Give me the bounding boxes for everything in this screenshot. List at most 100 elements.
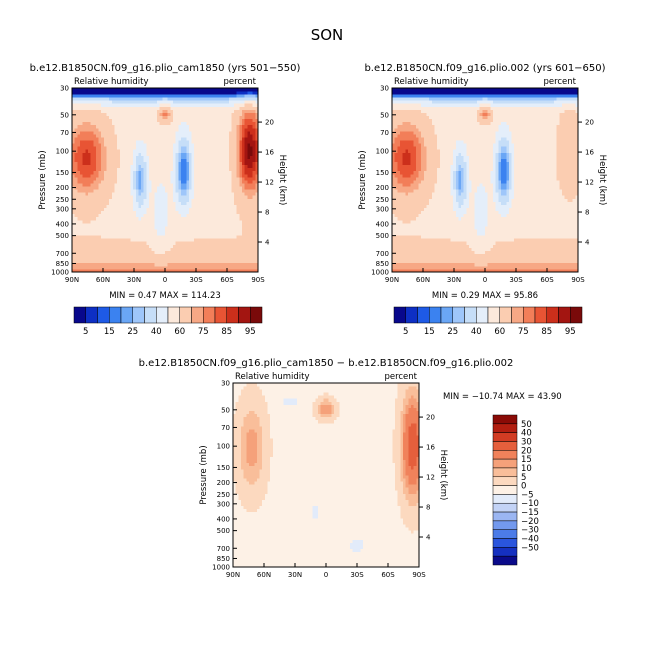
colorbar-swatch <box>558 306 571 324</box>
height-tick-label: 4 <box>426 534 431 542</box>
ytick-label: 500 <box>56 232 69 240</box>
xtick-label: 60N <box>96 276 110 284</box>
height-tick-label: 16 <box>426 444 435 452</box>
ytick-label: 150 <box>376 169 389 177</box>
colorbar-label: 30 <box>521 437 532 447</box>
colorbar-swatch <box>492 547 518 557</box>
xtick-label: 90N <box>385 276 399 284</box>
colorbar-label: 10 <box>521 464 532 474</box>
colorbar-label: 25 <box>447 327 458 337</box>
ytick-label: 850 <box>217 555 230 563</box>
colorbar-label: 15 <box>424 327 435 337</box>
ytick-label: 1000 <box>51 269 69 277</box>
ytick-label: 70 <box>221 424 230 432</box>
xtick-label: 90S <box>412 571 426 579</box>
height-tick-label: 12 <box>585 179 594 187</box>
colorbar-label: −10 <box>521 499 539 509</box>
ytick-label: 700 <box>56 250 69 258</box>
colorbar-label: −30 <box>521 526 539 536</box>
colorbar-swatch <box>85 306 98 324</box>
ytick-label: 1000 <box>371 269 389 277</box>
colorbar-swatch <box>492 529 518 539</box>
right-label-1: percent <box>543 77 576 87</box>
ytick-label: 70 <box>380 129 389 137</box>
ylabel-1: Pressure (mb) <box>358 150 368 209</box>
colorbar-swatch <box>534 306 547 324</box>
left-label-0: Relative humidity <box>74 77 149 87</box>
height-tick-label: 4 <box>585 239 590 247</box>
panel-2: 90N 60N 30N 0 30S 60S 90S100085070050040030025… <box>139 358 562 579</box>
ytick-label: 100 <box>56 148 69 156</box>
colorbar-swatch <box>109 306 122 324</box>
colorbar-swatch <box>492 458 518 469</box>
panel-title-2: b.e12.B1850CN.f09_g16.plio_cam1850 − b.e… <box>139 358 514 369</box>
colorbar-swatch <box>492 476 518 486</box>
colorbar-label: 40 <box>471 327 482 337</box>
colorbar-label: 40 <box>521 429 532 439</box>
colorbar-swatch <box>120 306 133 324</box>
colorbar-label: 15 <box>104 327 115 337</box>
xtick-label: 0 <box>163 276 167 284</box>
ytick-label: 850 <box>376 260 389 268</box>
ytick-label: 200 <box>376 184 389 192</box>
ytick-label: 200 <box>56 184 69 192</box>
ytick-label: 250 <box>376 196 389 204</box>
ytick-label: 700 <box>376 250 389 258</box>
height-tick-label: 16 <box>585 149 594 157</box>
contour-field-0 <box>72 88 259 273</box>
colorbar-swatch <box>226 306 239 324</box>
xtick-label: 90S <box>251 276 265 284</box>
xtick-label: 30N <box>288 571 302 579</box>
ytick-label: 50 <box>380 111 389 119</box>
colorbar-swatch <box>492 494 518 504</box>
colorbar-swatch <box>492 441 518 451</box>
ytick-label: 850 <box>56 260 69 268</box>
xtick-label: 0 <box>324 571 328 579</box>
ytick-label: 400 <box>56 220 69 228</box>
xtick-label: 60N <box>257 571 271 579</box>
colorbar-swatch <box>191 306 204 324</box>
ylabel-right-1: Height (km) <box>597 155 607 206</box>
panel-0: 90N 60N 30N 0 30S 60S 90S100085070050040030025… <box>30 63 301 337</box>
colorbar-swatch <box>132 306 145 324</box>
colorbar-swatch <box>97 306 110 324</box>
xtick-label: 30S <box>189 276 203 284</box>
colorbar-swatch <box>492 511 518 522</box>
height-tick-label: 4 <box>265 239 270 247</box>
colorbar-label: 95 <box>565 327 576 337</box>
xtick-label: 0 <box>483 276 487 284</box>
ytick-label: 400 <box>376 220 389 228</box>
colorbar-label: 25 <box>127 327 138 337</box>
ytick-label: 200 <box>217 479 230 487</box>
height-tick-label: 16 <box>265 149 274 157</box>
stats-2: MIN = −10.74 MAX = 43.90 <box>443 392 562 402</box>
colorbar-label: −40 <box>521 535 539 545</box>
colorbar-label: 5 <box>83 327 88 337</box>
ytick-label: 50 <box>60 111 69 119</box>
colorbar-label: −5 <box>521 490 534 500</box>
xtick-label: 60S <box>381 571 395 579</box>
colorbar-swatch <box>238 306 251 324</box>
xtick-label: 30N <box>447 276 461 284</box>
ytick-label: 300 <box>376 205 389 213</box>
ytick-label: 100 <box>217 443 230 451</box>
colorbar-label: 60 <box>174 327 185 337</box>
height-tick-label: 12 <box>426 474 435 482</box>
contour-field-1 <box>392 88 579 273</box>
colorbar-swatch <box>214 306 227 324</box>
colorbar-swatch <box>156 306 169 324</box>
height-tick-label: 12 <box>265 179 274 187</box>
panel-1: 90N 60N 30N 0 30S 60S 90S100085070050040030025… <box>358 63 607 337</box>
colorbar-swatch <box>417 306 430 324</box>
colorbar-label: 60 <box>494 327 505 337</box>
colorbar-swatch <box>492 432 518 442</box>
colorbar-swatch <box>440 306 453 324</box>
colorbar-swatch <box>546 306 559 324</box>
height-tick-label: 20 <box>265 119 274 127</box>
xtick-label: 60N <box>416 276 430 284</box>
colorbar-swatch <box>179 306 192 324</box>
colorbar-swatch <box>250 306 263 324</box>
panel-title-0: b.e12.B1850CN.f09_g16.plio_cam1850 (yrs … <box>30 63 301 74</box>
colorbar-swatch <box>393 306 406 324</box>
ytick-label: 400 <box>217 515 230 523</box>
